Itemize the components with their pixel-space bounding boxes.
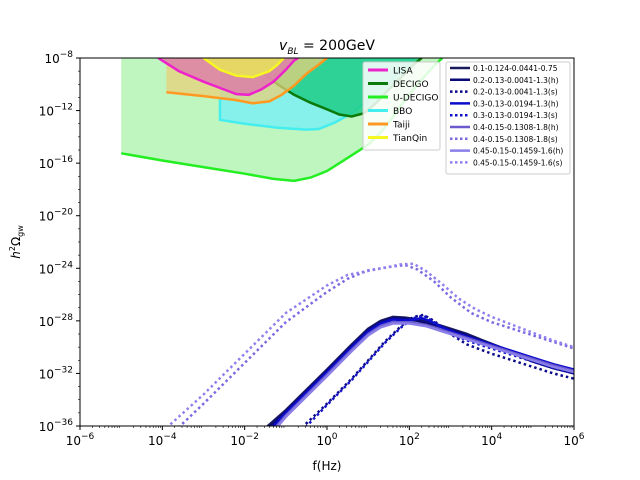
x-tick-label: 104: [481, 432, 502, 448]
detector-legend-label: TianQin: [392, 134, 427, 144]
y-axis-ticks: 10−8 10−12 10−16 10−20 10−24 10−28 10−32 10−36: [39, 50, 80, 434]
y-tick-label: 10−8: [44, 50, 73, 66]
curve-tianqin: [202, 58, 285, 79]
y-tick-label: 10−32: [39, 365, 73, 381]
y-axis-label: h2Ωgw: [8, 225, 25, 259]
series-legend-label: 0.4-0.15-0.1308-1.8(h): [473, 123, 559, 132]
detector-legend-label: BBO: [393, 107, 412, 117]
ylabel-h: h: [9, 251, 23, 259]
x-axis-ticks: 10−6 10−4 10−2 100 102 104 106: [66, 426, 585, 448]
detector-legend-label: Taiji: [392, 121, 410, 131]
curve-lisa: [157, 58, 299, 97]
x-tick-label: 100: [316, 432, 337, 448]
x-axis-label: f(Hz): [313, 459, 342, 473]
series-line-3: [301, 313, 574, 426]
series-line-6: [275, 320, 574, 426]
series-line-5: [305, 314, 574, 426]
series-legend-label: 0.1-0.124-0.0441-0.75: [473, 64, 558, 73]
series-line-4: [271, 316, 574, 426]
x-tick-label: 10−2: [230, 432, 259, 448]
series-line-2: [268, 316, 574, 426]
series-legend-box: [445, 61, 571, 175]
curve-taiji: [166, 58, 328, 105]
detector-legend-label: LISA: [393, 67, 414, 77]
ylabel-omega: Ω: [9, 237, 23, 246]
title-symbol: v: [279, 38, 288, 54]
series-legend-label: 0.45-0.15-0.1459-1.6(s): [473, 158, 563, 167]
detector-legend-label: DECIGO: [393, 80, 429, 90]
series-line-9: [166, 262, 574, 426]
series-legend-label: 0.3-0.13-0.0194-1.3(s): [473, 111, 558, 120]
series-line-8: [276, 322, 574, 426]
title-subscript: BL: [287, 47, 298, 57]
y-tick-label: 10−16: [39, 155, 74, 171]
series-legend-label: 0.2-0.13-0.0041-1.3(h): [473, 76, 559, 85]
detector-regions: [120, 58, 444, 183]
ylabel-sup: 2: [8, 246, 17, 251]
y-tick-label: 10−12: [39, 103, 73, 119]
x-tick-label: 106: [563, 432, 584, 448]
series-legend-label: 0.3-0.13-0.0194-1.3(h): [473, 99, 559, 108]
detector-legend-label: U-DECIGO: [393, 94, 438, 104]
series-legend-label: 0.45-0.15-0.1459-1.6(h): [473, 147, 563, 156]
detector-legend: LISA DECIGO U-DECIGO BBO Taiji TianQin: [362, 61, 441, 151]
series-line-7: [178, 263, 574, 426]
x-tick-label: 10−4: [148, 432, 177, 448]
series-legend: 0.1-0.124-0.0441-0.75 0.2-0.13-0.0041-1.3…: [445, 61, 571, 175]
y-tick-label: 10−28: [39, 313, 74, 329]
series-line-1: [265, 315, 574, 426]
spectrum-curves: [166, 262, 574, 426]
x-tick-label: 10−6: [66, 432, 95, 448]
title-rest: = 200GeV: [299, 38, 376, 54]
y-tick-label: 10−24: [39, 260, 74, 276]
ylabel-sub: gw: [16, 225, 25, 237]
chart-title: vBL = 200GeV: [279, 38, 375, 57]
y-tick-label: 10−36: [39, 418, 74, 434]
series-legend-label: 0.4-0.15-0.1308-1.8(s): [473, 135, 558, 144]
y-tick-label: 10−20: [39, 208, 74, 224]
series-legend-label: 0.2-0.13-0.0041-1.3(s): [473, 88, 558, 97]
x-tick-label: 102: [399, 432, 420, 448]
